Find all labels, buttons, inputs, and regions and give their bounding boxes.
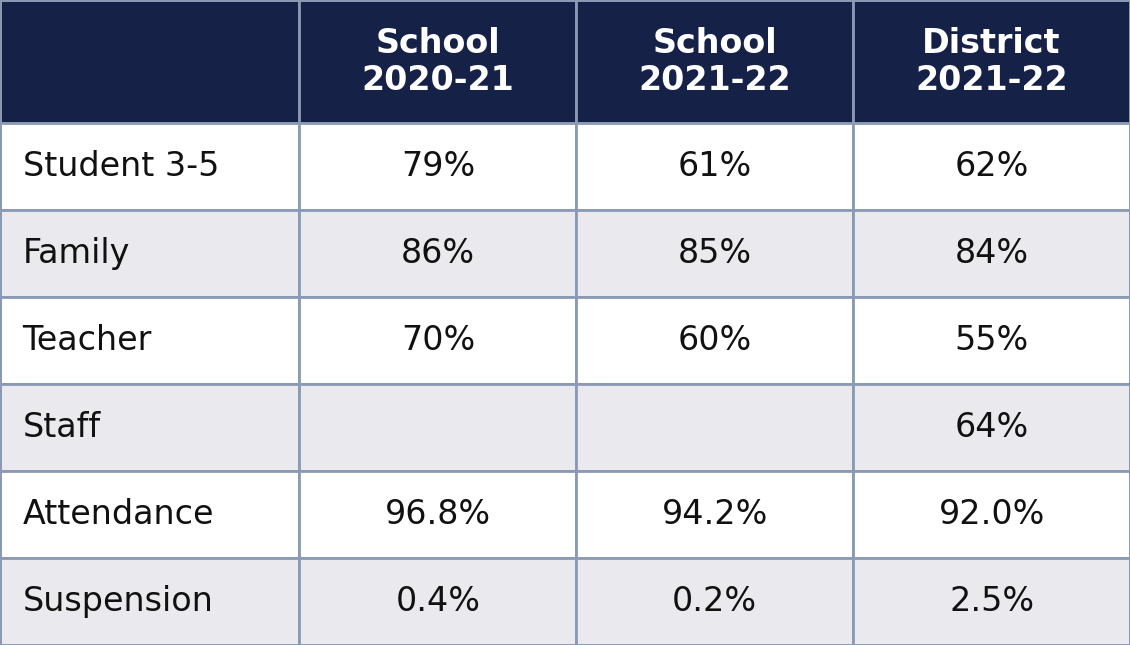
Text: Suspension: Suspension — [23, 585, 214, 618]
Bar — [299, 0, 576, 123]
Text: 2020-21: 2020-21 — [362, 64, 514, 97]
Bar — [299, 210, 576, 297]
Text: 60%: 60% — [678, 324, 751, 357]
Bar — [853, 210, 1130, 297]
Bar — [576, 558, 853, 645]
Bar — [576, 210, 853, 297]
Bar — [0, 384, 299, 471]
Text: 0.4%: 0.4% — [396, 585, 480, 618]
Text: 94.2%: 94.2% — [661, 498, 768, 531]
Bar — [0, 210, 299, 297]
Bar — [299, 297, 576, 384]
Bar — [299, 384, 576, 471]
Text: 70%: 70% — [401, 324, 475, 357]
Bar — [853, 384, 1130, 471]
Bar — [853, 297, 1130, 384]
Bar — [299, 558, 576, 645]
Bar — [299, 123, 576, 210]
Bar — [576, 471, 853, 558]
Text: 2021-22: 2021-22 — [915, 64, 1068, 97]
Bar — [853, 558, 1130, 645]
Text: Staff: Staff — [23, 411, 101, 444]
Text: District: District — [922, 26, 1061, 60]
Text: 0.2%: 0.2% — [672, 585, 757, 618]
Bar — [853, 0, 1130, 123]
Text: 79%: 79% — [401, 150, 475, 183]
Text: School: School — [652, 26, 777, 60]
Text: Student 3-5: Student 3-5 — [23, 150, 219, 183]
Bar — [0, 297, 299, 384]
Text: 86%: 86% — [401, 237, 475, 270]
Bar — [299, 471, 576, 558]
Bar — [0, 0, 299, 123]
Bar — [0, 123, 299, 210]
Text: 2.5%: 2.5% — [949, 585, 1034, 618]
Bar — [853, 471, 1130, 558]
Bar — [576, 297, 853, 384]
Text: 92.0%: 92.0% — [938, 498, 1045, 531]
Text: Family: Family — [23, 237, 130, 270]
Bar — [0, 471, 299, 558]
Text: 84%: 84% — [955, 237, 1028, 270]
Text: 96.8%: 96.8% — [385, 498, 490, 531]
Text: 55%: 55% — [955, 324, 1028, 357]
Bar — [0, 558, 299, 645]
Bar — [576, 0, 853, 123]
Bar — [576, 384, 853, 471]
Text: 85%: 85% — [678, 237, 751, 270]
Bar — [853, 123, 1130, 210]
Text: 2021-22: 2021-22 — [638, 64, 791, 97]
Text: School: School — [375, 26, 501, 60]
Bar — [576, 123, 853, 210]
Text: Teacher: Teacher — [23, 324, 151, 357]
Text: 64%: 64% — [955, 411, 1028, 444]
Text: 61%: 61% — [678, 150, 751, 183]
Text: Attendance: Attendance — [23, 498, 214, 531]
Text: 62%: 62% — [955, 150, 1028, 183]
